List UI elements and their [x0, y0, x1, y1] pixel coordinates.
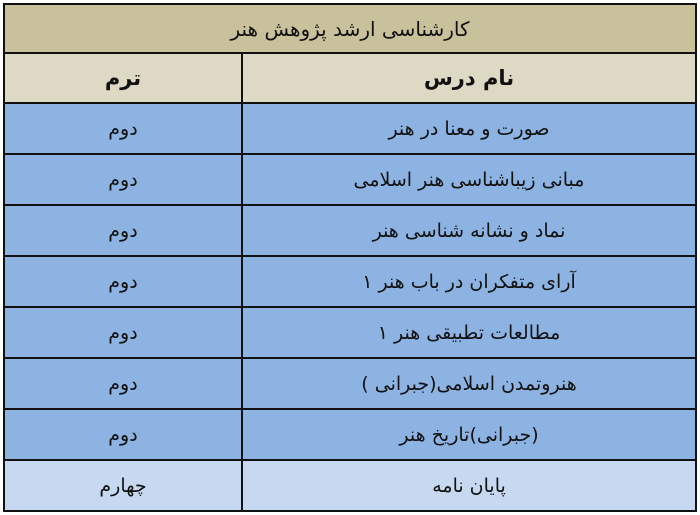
table-row: هنروتمدن اسلامی(جبرانی ) دوم: [3, 357, 697, 410]
course-cell: (جبرانی)تاریخ هنر: [241, 408, 697, 461]
term-cell: دوم: [3, 357, 243, 410]
term-cell: دوم: [3, 204, 243, 257]
table-row: صورت و معنا در هنر دوم: [3, 102, 697, 155]
term-cell: چهارم: [3, 459, 243, 512]
course-cell: آرای متفکران در باب هنر ۱: [241, 255, 697, 308]
table-row: نماد و نشانه شناسی هنر دوم: [3, 204, 697, 257]
course-cell: صورت و معنا در هنر: [241, 102, 697, 155]
course-cell: نماد و نشانه شناسی هنر: [241, 204, 697, 257]
course-cell: هنروتمدن اسلامی(جبرانی ): [241, 357, 697, 410]
course-cell: مطالعات تطبیقی هنر ۱: [241, 306, 697, 359]
header-term: ترم: [3, 52, 243, 104]
course-cell: مبانی زیباشناسی هنر اسلامی: [241, 153, 697, 206]
table-row: آرای متفکران در باب هنر ۱ دوم: [3, 255, 697, 308]
header-row: نام درس ترم: [3, 52, 697, 104]
course-table: کارشناسی ارشد پژوهش هنر نام درس ترم صورت…: [3, 3, 697, 512]
header-course: نام درس: [241, 52, 697, 104]
course-cell: پایان نامه: [241, 459, 697, 512]
term-cell: دوم: [3, 153, 243, 206]
term-cell: دوم: [3, 306, 243, 359]
term-cell: دوم: [3, 102, 243, 155]
term-cell: دوم: [3, 255, 243, 308]
table-row: مطالعات تطبیقی هنر ۱ دوم: [3, 306, 697, 359]
table-row: مبانی زیباشناسی هنر اسلامی دوم: [3, 153, 697, 206]
table-row: (جبرانی)تاریخ هنر دوم: [3, 408, 697, 461]
table-title: کارشناسی ارشد پژوهش هنر: [3, 3, 697, 54]
table-row: پایان نامه چهارم: [3, 459, 697, 512]
term-cell: دوم: [3, 408, 243, 461]
